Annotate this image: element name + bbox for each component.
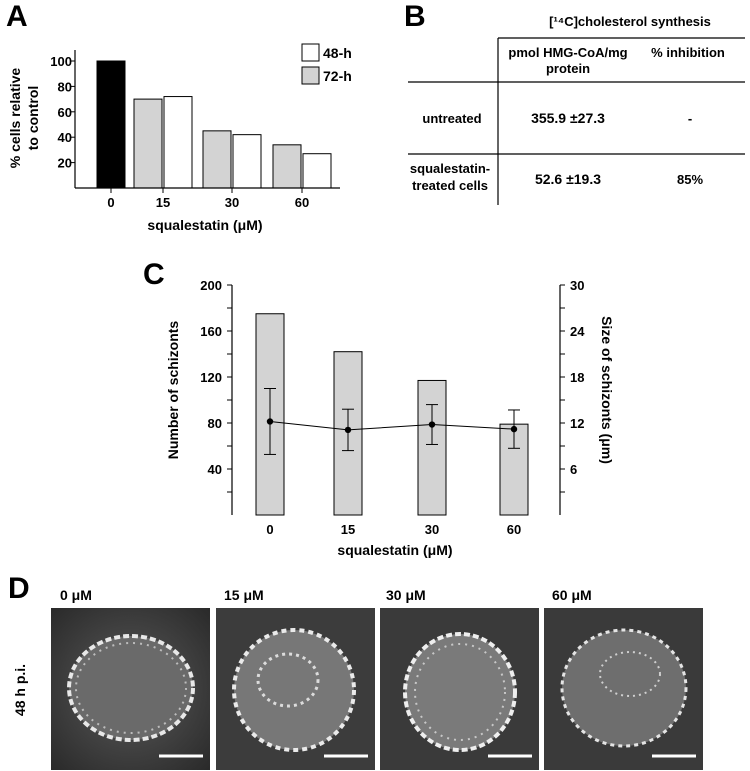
a-xtick-label: 60: [295, 195, 309, 210]
a-xtick-label: 15: [156, 195, 170, 210]
c-left-tick-label: 80: [208, 416, 222, 431]
d-condition-30: 30 μM: [386, 587, 426, 603]
a-bar-72h: [272, 144, 302, 189]
a-ylabel-line1: % cells relative: [7, 68, 23, 169]
a-xtick-label: 30: [225, 195, 239, 210]
b-col1-header-line2: protein: [546, 61, 590, 76]
cell-membrane: [560, 628, 688, 748]
c-size-point: [344, 426, 352, 434]
a-ytick-label: 20: [58, 156, 72, 171]
d-condition-60: 60 μM: [552, 587, 592, 603]
cell-body: [562, 630, 686, 746]
c-left-tick-label: 120: [200, 370, 222, 385]
micrograph-60uM: [544, 608, 703, 770]
c-right-tick-label: 18: [570, 370, 584, 385]
c-size-point: [266, 418, 274, 425]
c-xtick-label: 0: [266, 522, 273, 537]
cell-body: [69, 636, 193, 740]
b-col1-header-line1: pmol HMG-CoA/mg: [508, 45, 627, 60]
d-condition-15: 15 μM: [224, 587, 264, 603]
a-bar-control: [96, 60, 126, 189]
a-bar-72h: [133, 98, 163, 189]
c-size-point: [428, 421, 436, 428]
a-ytick-label: 40: [58, 130, 72, 145]
b-col2-header: % inhibition: [651, 45, 725, 60]
micrograph-15uM: [216, 608, 375, 770]
c-xlabel: squalestatin (μM): [337, 542, 452, 558]
cell-membrane: [67, 634, 195, 742]
c-right-tick-label: 6: [570, 462, 577, 477]
panel-letter-a: A: [6, 0, 28, 33]
c-right-tick-label: 12: [570, 416, 584, 431]
b-row2-label-line1: squalestatin-: [410, 161, 490, 176]
c-left-tick-label: 160: [200, 324, 222, 339]
cell-body: [234, 630, 354, 750]
b-row1-label: untreated: [422, 111, 481, 126]
c-xtick-label: 15: [341, 522, 355, 537]
b-row2-value: 52.6 ±19.3: [535, 171, 601, 187]
a-legend-label-48h: 48-h: [323, 45, 352, 61]
panel-b-table: B [¹⁴C]cholesterol synthesis pmol HMG-Co…: [404, 0, 745, 205]
c-xtick-label: 30: [425, 522, 439, 537]
a-legend-label-72h: 72-h: [323, 68, 352, 84]
a-bar-48h: [232, 134, 262, 189]
c-size-point: [510, 425, 518, 433]
panel-letter-d: D: [8, 572, 30, 605]
a-xtick-label: 0: [107, 195, 114, 210]
a-ytick-label: 100: [50, 54, 72, 69]
a-xlabel: squalestatin (μM): [147, 217, 262, 233]
d-condition-0: 0 μM: [60, 587, 92, 603]
a-legend-swatch-72h: [301, 66, 320, 85]
a-ylabel-line2: to control: [25, 86, 41, 151]
a-ytick-label: 80: [58, 79, 72, 94]
panel-c-chart: C 40 80 120 160 200 6 12 18 24 30 0 15 30 60 Number…: [143, 258, 615, 558]
cell-membrane: [403, 632, 517, 752]
panel-a-chart: A 20 40 60 80 100 0 15 30 60 % cells relative t…: [6, 0, 352, 233]
c-right-tick-label: 30: [570, 278, 584, 293]
b-header-main: [¹⁴C]cholesterol synthesis: [549, 14, 711, 29]
a-bar-72h: [202, 130, 232, 189]
a-legend-swatch-48h: [301, 43, 320, 62]
a-bar-48h: [302, 153, 332, 189]
micrograph-0uM: [51, 608, 210, 770]
c-left-tick-label: 200: [200, 278, 222, 293]
c-ylabel-left: Number of schizonts: [165, 321, 181, 460]
a-legend: 48-h 72-h: [301, 43, 352, 85]
panel-letter-b: B: [404, 0, 426, 33]
panel-letter-c: C: [143, 258, 165, 291]
b-row1-inhibition: -: [688, 111, 692, 126]
c-right-tick-label: 24: [570, 324, 585, 339]
c-left-tick-label: 40: [208, 462, 222, 477]
c-bar-count: [417, 379, 447, 516]
cell-membrane: [232, 628, 356, 752]
c-size-line: [269, 420, 515, 431]
d-row-label: 48 h p.i.: [12, 663, 28, 717]
micrograph-30uM: [380, 608, 539, 770]
a-ytick-label: 60: [58, 105, 72, 120]
b-row1-value: 355.9 ±27.3: [531, 110, 605, 126]
b-row2-label-line2: treated cells: [412, 178, 488, 193]
c-xtick-label: 60: [507, 522, 521, 537]
cell-body: [405, 634, 515, 750]
c-ylabel-right: Size of schizonts (μm): [599, 316, 615, 464]
a-bar-48h: [163, 96, 193, 189]
b-row2-inhibition: 85%: [677, 172, 703, 187]
